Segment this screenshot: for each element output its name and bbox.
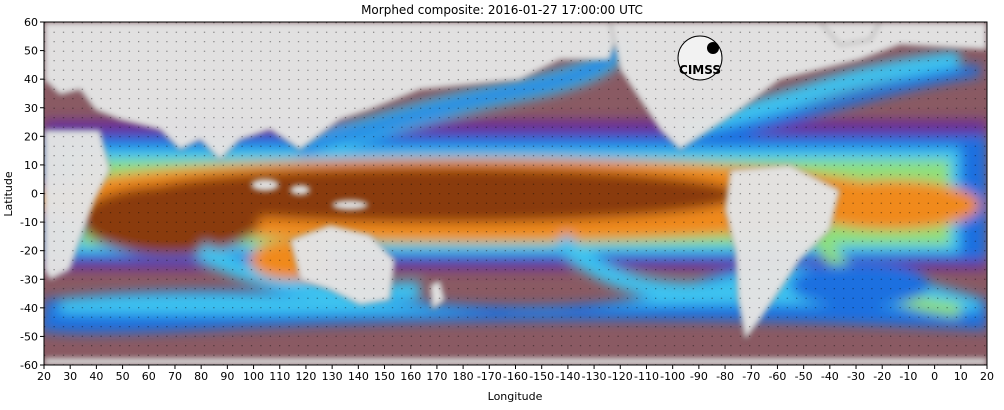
y-tick-label: -60: [20, 359, 38, 372]
y-tick-label: 20: [24, 130, 38, 143]
x-tick-label: -160: [503, 370, 528, 383]
x-axis-ticks: 20 30 40 50 60 70 80 90 100 110 120 130 140 150 160 170…: [37, 365, 994, 383]
x-tick-label: -130: [582, 370, 607, 383]
y-tick-label: 60: [24, 16, 38, 29]
x-tick-label: 30: [63, 370, 77, 383]
x-tick-label: -80: [716, 370, 734, 383]
x-tick-label: -100: [660, 370, 685, 383]
x-tick-label: 20: [37, 370, 51, 383]
x-tick-label: 40: [89, 370, 103, 383]
x-tick-label: 150: [374, 370, 395, 383]
x-tick-label: 130: [322, 370, 343, 383]
x-tick-label: -120: [608, 370, 633, 383]
x-tick-label: -20: [873, 370, 891, 383]
y-tick-label: -20: [20, 245, 38, 258]
x-tick-label: -90: [690, 370, 708, 383]
x-axis-label: Longitude: [488, 390, 543, 403]
y-tick-label: 30: [24, 102, 38, 115]
y-tick-label: 0: [31, 188, 38, 201]
x-tick-label: 70: [168, 370, 182, 383]
map-field: [44, 22, 987, 365]
x-tick-label: -170: [477, 370, 502, 383]
y-tick-label: 10: [24, 159, 38, 172]
cimss-logo: CIMSS: [677, 35, 723, 81]
y-axis-label: Latitude: [2, 171, 15, 217]
x-tick-label: 90: [220, 370, 234, 383]
map-title: Morphed composite: 2016-01-27 17:00:00 U…: [361, 3, 643, 17]
x-tick-label: 0: [931, 370, 938, 383]
x-tick-label: 60: [142, 370, 156, 383]
x-tick-label: 180: [453, 370, 474, 383]
x-tick-label: 120: [295, 370, 316, 383]
y-tick-label: -50: [20, 330, 38, 343]
x-tick-label: -50: [795, 370, 813, 383]
x-tick-label: 140: [348, 370, 369, 383]
x-tick-label: -140: [555, 370, 580, 383]
x-tick-label: -110: [634, 370, 659, 383]
y-tick-label: 40: [24, 73, 38, 86]
x-tick-label: 10: [954, 370, 968, 383]
x-tick-label: 50: [116, 370, 130, 383]
x-tick-label: 160: [400, 370, 421, 383]
y-tick-label: -30: [20, 273, 38, 286]
x-tick-label: -60: [768, 370, 786, 383]
y-tick-label: -10: [20, 216, 38, 229]
logo-text: CIMSS: [679, 63, 721, 77]
grid-dots: [44, 22, 987, 365]
x-tick-label: -70: [742, 370, 760, 383]
y-axis-ticks: 60 50 40 30 20 10 0 -10 -20 -30 -40 -50 -60: [20, 16, 44, 372]
x-tick-label: 110: [269, 370, 290, 383]
x-tick-label: -10: [899, 370, 917, 383]
y-tick-label: 50: [24, 45, 38, 58]
x-tick-label: -150: [529, 370, 554, 383]
x-tick-label: -30: [847, 370, 865, 383]
x-tick-label: 170: [426, 370, 447, 383]
x-tick-label: 100: [243, 370, 264, 383]
x-tick-label: 20: [980, 370, 994, 383]
y-tick-label: -40: [20, 302, 38, 315]
x-tick-label: -40: [821, 370, 839, 383]
x-tick-label: 80: [194, 370, 208, 383]
